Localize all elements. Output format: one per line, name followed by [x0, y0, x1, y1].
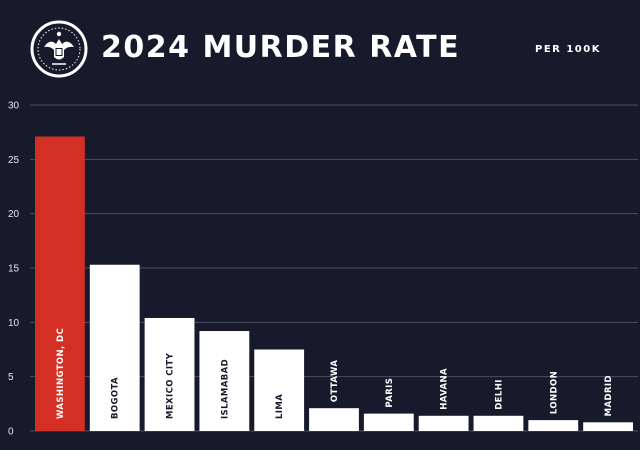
bar-labels: WASHINGTON, DC BOGOTA MEXICO CITY ISLAMABAD…: [56, 328, 614, 419]
bar: [309, 408, 359, 431]
bar: [363, 413, 414, 431]
bar-label: BOGOTA: [111, 377, 121, 419]
y-tick-label: 30: [8, 101, 20, 112]
bar-label: DELHI: [494, 379, 504, 410]
bars: [35, 136, 633, 431]
y-axis-ticks: 0 5 10 15 20 25 30: [8, 101, 20, 438]
bar: [528, 420, 579, 431]
chart-title: 2024 MURDER RATE: [101, 30, 461, 65]
y-tick-label: 0: [8, 427, 14, 438]
bar-label: MEXICO CITY: [166, 352, 176, 419]
bar: [583, 422, 633, 431]
bar-label: PARIS: [385, 378, 395, 408]
y-tick-label: 10: [8, 318, 20, 329]
bar-label: LIMA: [275, 394, 285, 419]
bar: [473, 415, 524, 431]
bar-label: ISLAMABAD: [220, 359, 230, 419]
y-tick-label: 15: [8, 264, 20, 275]
y-tick-label: 5: [8, 372, 14, 383]
bar: [418, 415, 469, 431]
bar: [199, 331, 250, 431]
bar-label: LONDON: [549, 371, 559, 414]
bar: [254, 349, 305, 431]
bar-label: HAVANA: [440, 368, 450, 410]
bar: [35, 136, 85, 431]
bar-label: WASHINGTON, DC: [56, 328, 66, 419]
presidential-seal-icon: [30, 20, 88, 78]
bar: [89, 264, 140, 431]
bar-label: OTTAWA: [330, 360, 340, 403]
bar-label: MADRID: [604, 375, 614, 416]
y-tick-label: 20: [8, 209, 20, 220]
y-tick-label: 25: [8, 155, 20, 166]
bar: [144, 317, 195, 431]
chart-unit-label: PER 100K: [535, 44, 601, 55]
